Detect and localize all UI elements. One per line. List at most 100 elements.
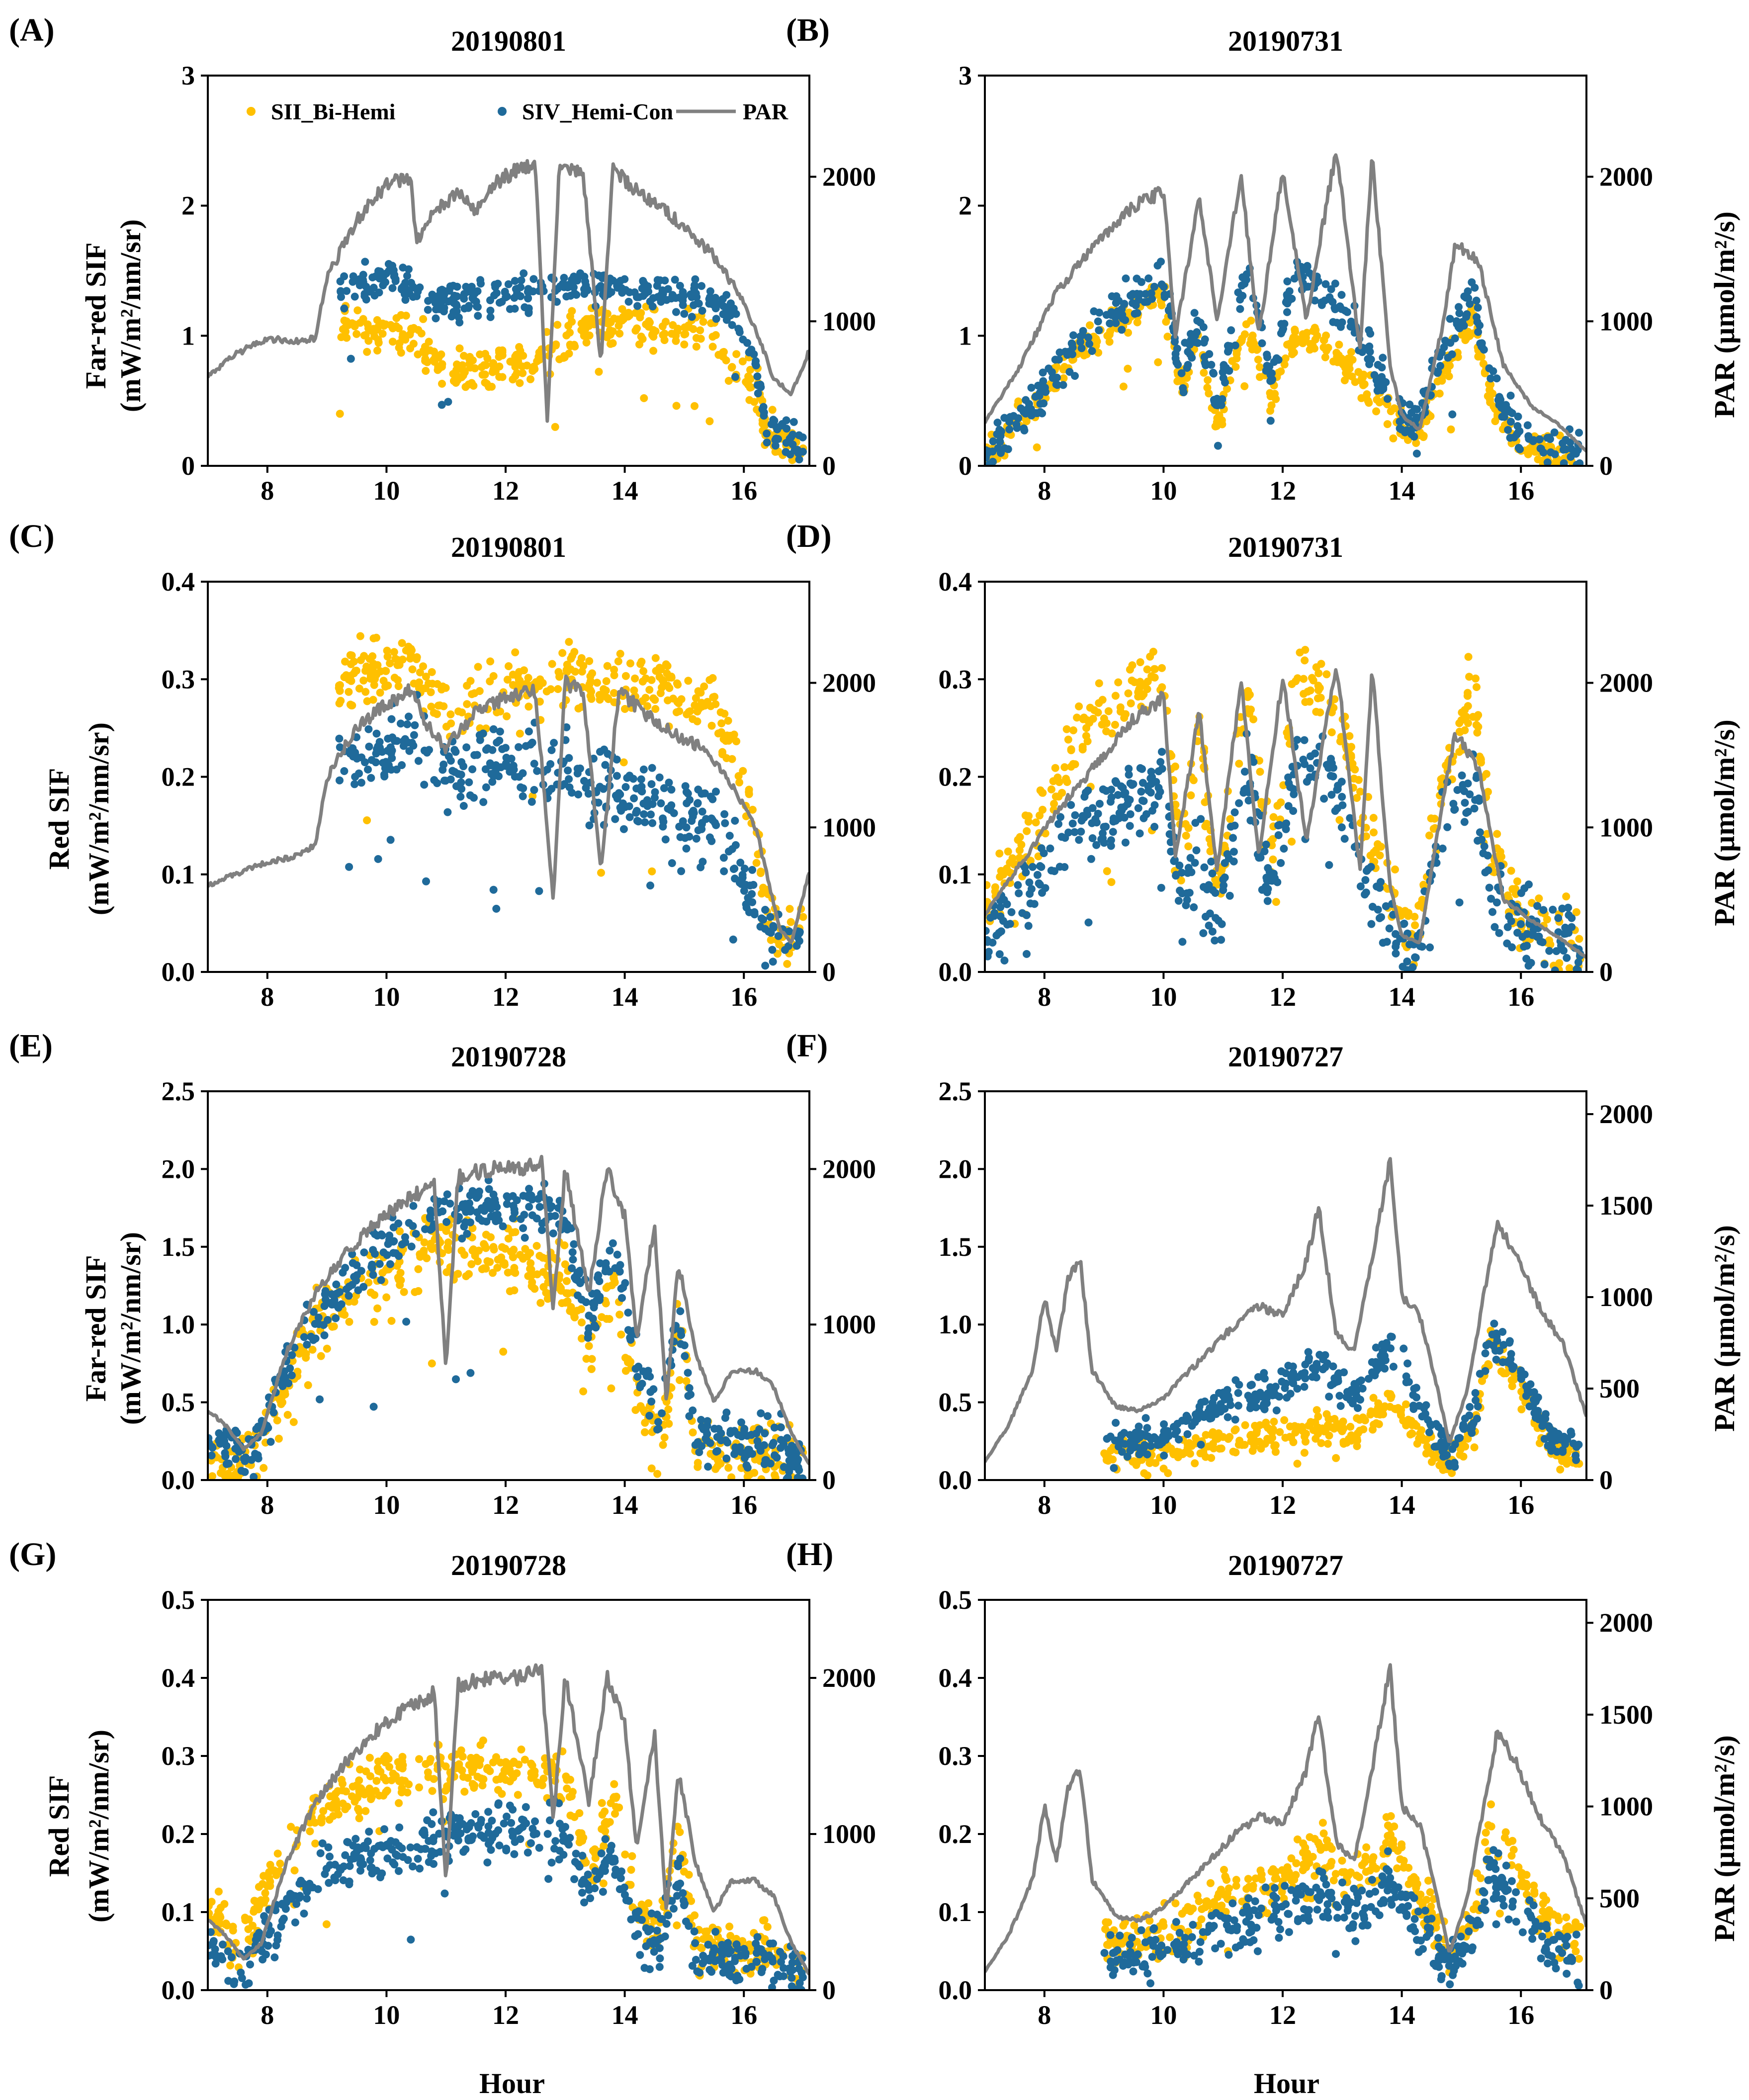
x-tick-label: 10 — [1150, 476, 1177, 506]
siv-hemi-con-point — [590, 1300, 599, 1309]
sii-bi-hemi-point — [1525, 444, 1534, 453]
siv-hemi-con-point — [1125, 765, 1133, 773]
siv-hemi-con-point — [1487, 374, 1495, 383]
siv-hemi-con-point — [683, 799, 691, 807]
siv-hemi-con-point — [651, 793, 659, 802]
siv-hemi-con-point — [348, 1281, 356, 1289]
y2-tick-label: 2000 — [1599, 162, 1653, 192]
sii-bi-hemi-point — [643, 702, 652, 710]
siv-hemi-con-point — [457, 771, 465, 779]
siv-hemi-con-point — [367, 756, 376, 764]
sii-bi-hemi-point — [1014, 836, 1022, 844]
siv-hemi-con-point — [1451, 334, 1459, 343]
y-tick-label: 2 — [959, 191, 972, 221]
siv-hemi-con-point — [491, 280, 499, 289]
siv-hemi-con-point — [1035, 879, 1043, 887]
panel-title: 20190728 — [451, 1041, 566, 1073]
sii-bi-hemi-point — [526, 375, 534, 383]
siv-hemi-con-point — [506, 305, 514, 313]
siv-hemi-con-point — [699, 858, 707, 866]
siv-hemi-con-point — [1140, 298, 1149, 306]
siv-hemi-con-point — [1185, 339, 1193, 347]
sii-bi-hemi-point — [1238, 335, 1246, 343]
sii-bi-hemi-point — [416, 668, 424, 677]
sii-bi-hemi-point — [469, 381, 478, 390]
sii-bi-hemi-point — [705, 676, 714, 684]
siv-hemi-con-point — [704, 1463, 712, 1471]
siv-hemi-con-point — [1071, 372, 1079, 380]
siv-hemi-con-point — [416, 283, 424, 292]
siv-hemi-con-point — [549, 1229, 557, 1237]
sii-bi-hemi-point — [352, 330, 361, 338]
sii-bi-hemi-point — [535, 355, 544, 364]
sii-bi-hemi-point — [449, 370, 457, 378]
siv-hemi-con-point — [380, 771, 388, 779]
sii-bi-hemi-point — [694, 1459, 702, 1467]
siv-hemi-con-point — [377, 1276, 385, 1284]
siv-hemi-con-point — [1158, 765, 1166, 773]
siv-hemi-con-point — [1426, 943, 1434, 952]
x-tick-label: 12 — [492, 982, 519, 1012]
siv-hemi-con-point — [328, 1301, 336, 1309]
siv-hemi-con-point — [1077, 816, 1086, 825]
sii-bi-hemi-point — [516, 1251, 524, 1259]
sii-bi-hemi-point — [1255, 363, 1264, 371]
siv-hemi-con-point — [1121, 788, 1130, 797]
siv-hemi-con-point — [547, 785, 556, 793]
siv-hemi-con-point — [1463, 310, 1471, 318]
sii-bi-hemi-point — [588, 1355, 596, 1363]
sii-bi-hemi-point — [1370, 828, 1378, 837]
siv-hemi-con-point — [1285, 779, 1293, 788]
sii-bi-hemi-point — [555, 673, 564, 681]
x-tick-label: 8 — [1038, 476, 1051, 506]
sii-bi-hemi-point — [421, 354, 430, 363]
siv-hemi-con-point — [336, 277, 345, 285]
siv-hemi-con-point — [690, 809, 698, 817]
sii-bi-hemi-point — [511, 648, 520, 657]
sii-bi-hemi-point — [529, 362, 538, 371]
sii-bi-hemi-point — [1345, 732, 1354, 740]
siv-hemi-con-point — [384, 260, 393, 268]
siv-hemi-con-point — [624, 1309, 632, 1317]
siv-hemi-con-point — [457, 785, 466, 793]
sii-bi-hemi-point — [1221, 841, 1228, 850]
sii-bi-hemi-point — [383, 646, 391, 655]
siv-hemi-con-point — [232, 1455, 240, 1463]
sii-bi-hemi-point — [705, 417, 714, 426]
sii-bi-hemi-point — [378, 1269, 387, 1277]
y2-tick-label: 0 — [822, 451, 836, 481]
sii-bi-hemi-point — [489, 672, 498, 680]
siv-hemi-con-point — [728, 321, 736, 329]
sii-bi-hemi-point — [1359, 370, 1368, 379]
siv-hemi-con-point — [1088, 347, 1096, 355]
sii-bi-hemi-point — [660, 330, 669, 338]
siv-hemi-con-point — [649, 294, 657, 302]
siv-hemi-con-point — [1235, 799, 1243, 807]
sii-bi-hemi-point — [386, 659, 394, 668]
sii-bi-hemi-point — [1124, 689, 1133, 698]
siv-hemi-con-point — [1258, 339, 1266, 348]
panel-title: 20190727 — [1228, 1041, 1343, 1073]
x-tick-label: 16 — [730, 476, 757, 506]
siv-hemi-con-point — [1037, 387, 1046, 395]
siv-hemi-con-point — [560, 273, 568, 282]
sii-bi-hemi-point — [398, 639, 406, 647]
sii-bi-hemi-point — [429, 356, 437, 364]
siv-hemi-con-point — [517, 276, 525, 284]
siv-hemi-con-point — [409, 1202, 418, 1210]
siv-hemi-con-point — [1374, 905, 1382, 914]
siv-hemi-con-point — [1411, 954, 1420, 962]
siv-hemi-con-point — [1331, 279, 1339, 288]
siv-hemi-con-point — [407, 1242, 416, 1251]
siv-hemi-con-point — [687, 290, 695, 299]
siv-hemi-con-point — [266, 1438, 275, 1446]
sii-bi-hemi-point — [1289, 333, 1298, 342]
siv-hemi-con-point — [646, 881, 654, 890]
siv-hemi-con-point — [1474, 328, 1483, 336]
siv-hemi-con-point — [613, 1250, 621, 1259]
siv-hemi-con-point — [695, 299, 703, 308]
sii-bi-hemi-point — [1269, 855, 1277, 864]
sii-bi-hemi-point — [527, 1265, 535, 1274]
siv-hemi-con-point — [731, 373, 739, 381]
siv-hemi-con-point — [1471, 283, 1479, 292]
